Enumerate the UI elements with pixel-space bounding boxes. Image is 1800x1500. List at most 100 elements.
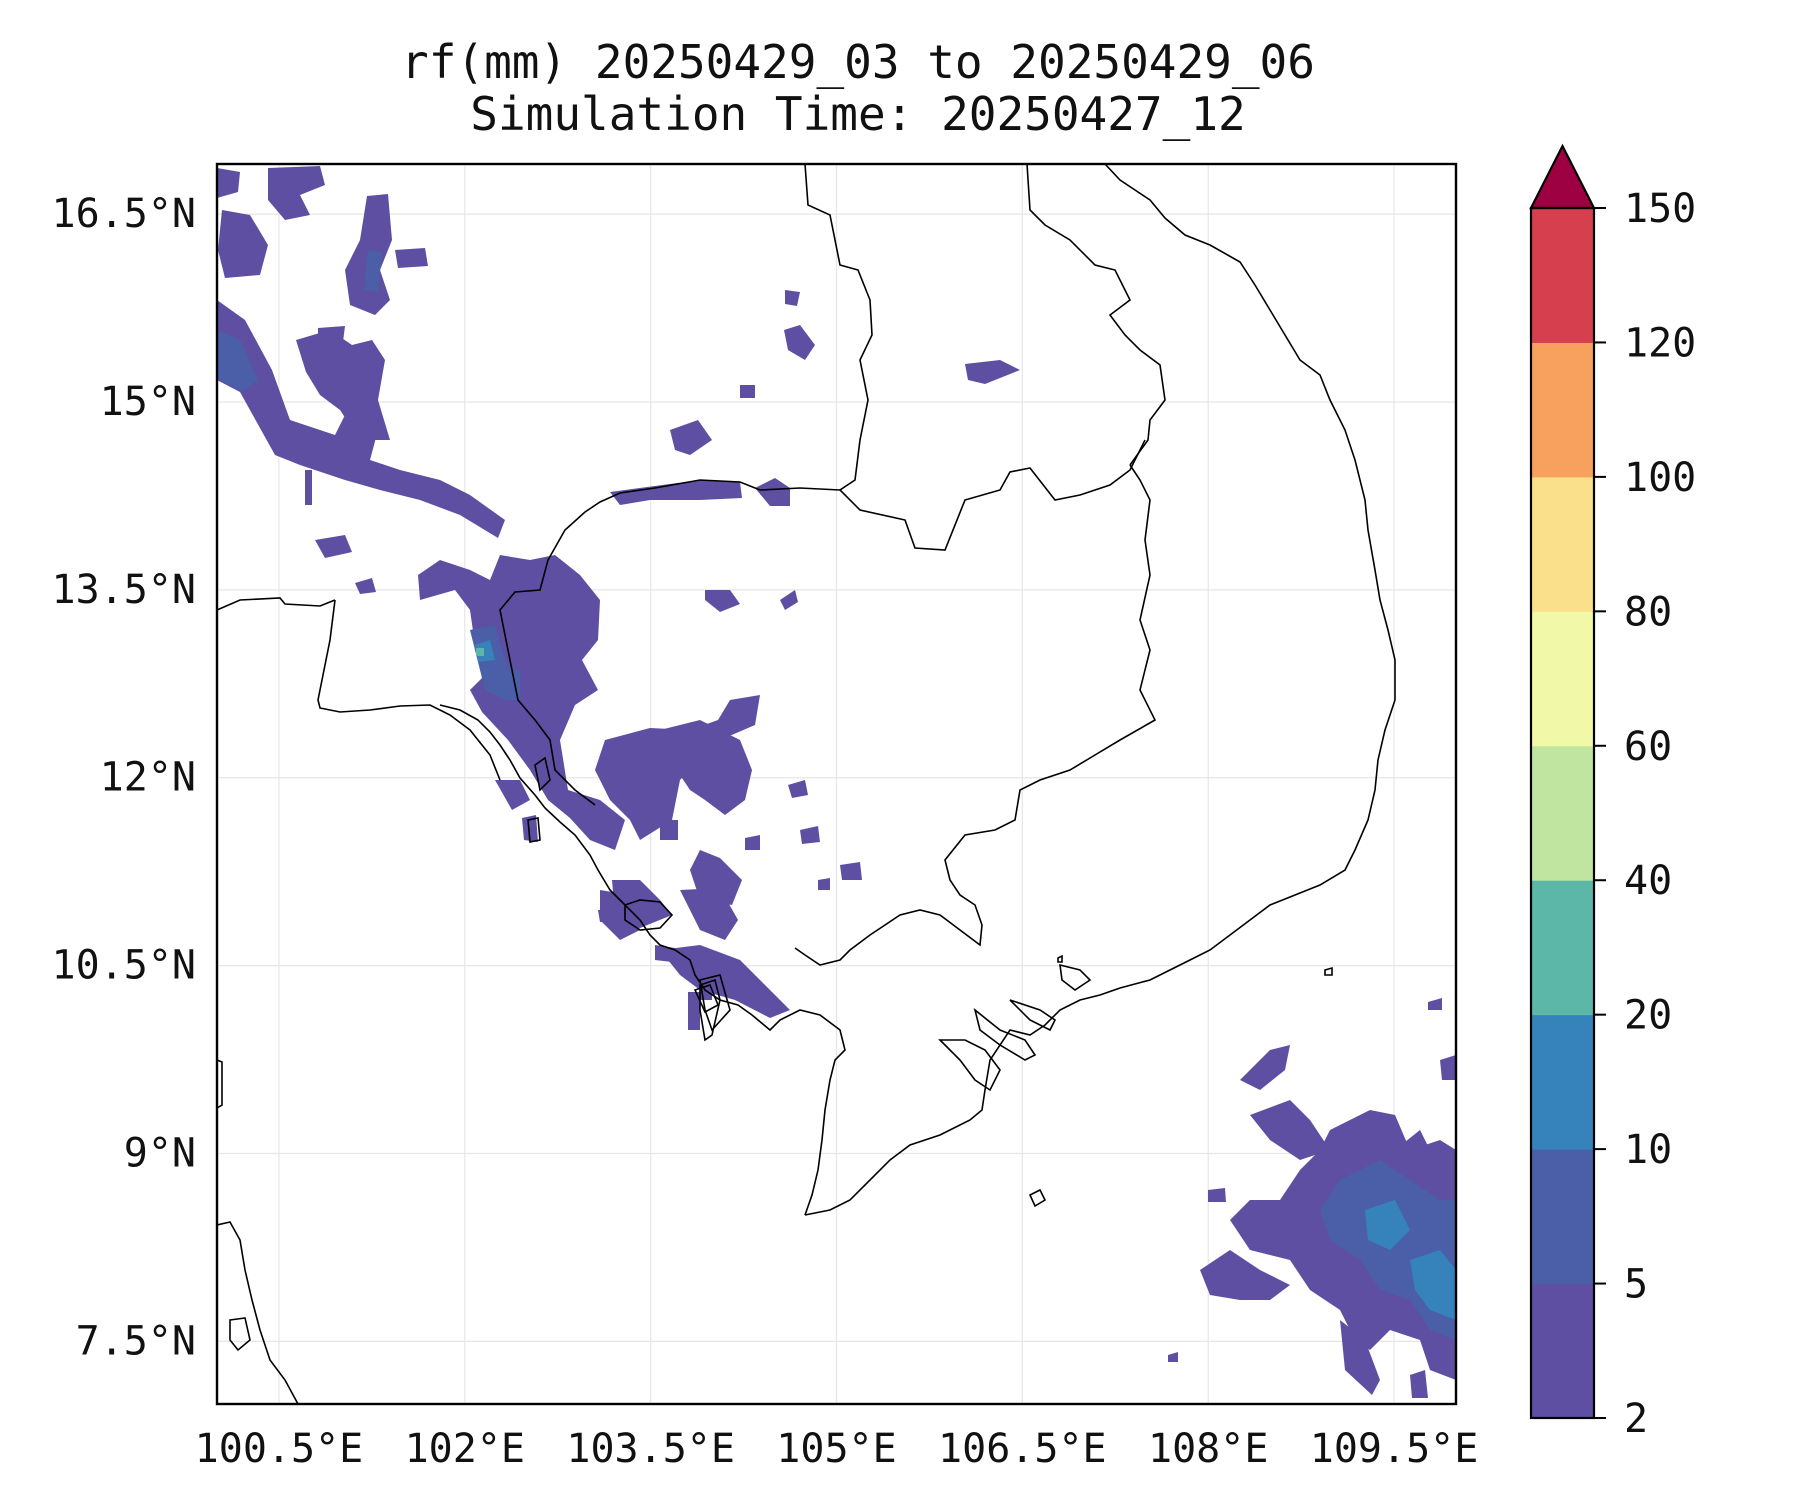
rain-cell [780,590,798,610]
gridlines [217,164,1456,1404]
coastline [973,1007,1037,1061]
coastline [229,1317,251,1352]
rain-cell [495,780,530,810]
rain-cell [1395,1130,1430,1170]
rain-cell [755,478,790,506]
colorbar-segment [1531,611,1594,747]
rain-cell [395,248,428,268]
rain-cell [1428,998,1442,1010]
colorbar-tick-label: 10 [1624,1127,1672,1173]
colorbar-segment [1531,208,1594,343]
rain-cell [705,590,740,612]
lon-tick-label: 100.5°E [195,1426,364,1472]
colorbar-tick-label: 150 [1624,186,1696,232]
coastline [624,899,674,931]
colorbar-tick-label: 120 [1624,320,1696,366]
rain-cell [785,290,800,306]
coastline [938,1039,1001,1092]
coastline [693,984,720,1014]
rain-cell [268,166,325,220]
rain-cell [840,862,862,880]
rain-cell [610,480,742,505]
border-line [317,599,501,781]
colorbar-segment [1531,1014,1594,1150]
rain-cell [218,210,268,278]
border-line [1026,164,1166,466]
rain-cell [1200,1250,1290,1300]
colorbar-extend-triangle [1529,143,1596,210]
coastline [751,1009,846,1216]
rain-cell [315,535,352,558]
rain-cell [1208,1188,1226,1202]
coastline [699,974,731,1032]
lon-tick-labels: 100.5°E 102°E 103.5°E 105°E 106.5°E 108°E 109.… [195,1426,1479,1472]
rain-cell [418,555,625,850]
coastline [1057,954,1063,963]
rain-cell [1250,1100,1330,1160]
coastline [699,978,721,1042]
chart-title: rf(mm) 20250429_03 to 20250429_06 [401,35,1315,89]
lon-tick-label: 102°E [405,1426,525,1472]
rain-cell [818,878,830,890]
coastline [217,1059,223,1109]
rain-cell [965,360,1020,384]
rain-cell [655,945,675,962]
colorbar: 2 5 10 20 40 60 80 100 120 150 [1529,143,1696,1442]
rain-cell [660,945,790,1018]
lat-tick-label: 10.5°N [52,943,197,989]
rain-cell [788,780,808,798]
map-panel: 100.5°E 102°E 103.5°E 105°E 106.5°E 108°E 109.… [52,162,1479,1472]
border-line [794,464,1157,966]
colorbar-segment [1531,745,1594,881]
colorbar-tick-label: 100 [1624,455,1696,501]
rain-cell [522,815,538,842]
lat-tick-label: 16.5°N [52,191,197,237]
colorbar-tick-label: 5 [1624,1262,1648,1308]
lat-tick-label: 9°N [124,1130,196,1176]
rain-cell [745,835,760,850]
lat-tick-label: 15°N [100,379,196,425]
rain-cell [217,330,258,392]
lat-tick-label: 13.5°N [52,567,197,613]
colorbar-tick-label: 60 [1624,724,1672,770]
colorbar-segment [1531,1283,1594,1419]
title-block: rf(mm) 20250429_03 to 20250429_06 Simula… [180,36,1536,140]
coastline [1028,1188,1047,1208]
rain-cell [217,168,240,198]
chart-subtitle: Simulation Time: 20250427_12 [470,87,1246,141]
rain-cell [1440,1055,1456,1080]
coastline [527,817,541,843]
lon-tick-label: 109.5°E [1310,1426,1479,1472]
rain-cell [1240,1045,1290,1090]
rain-cell [296,330,390,440]
rain-cell [355,578,376,594]
rain-cell [475,640,495,662]
colorbar-tick-label: 40 [1624,858,1672,904]
lon-tick-label: 108°E [1148,1426,1268,1472]
colorbar-segment [1531,342,1594,478]
coastline [1324,966,1333,976]
colorbar-tick-label: 20 [1624,993,1672,1039]
rain-cell [305,470,312,505]
rain-cell [1365,1200,1410,1250]
rain-cell [364,250,382,292]
lon-tick-label: 105°E [776,1426,896,1472]
border-line [804,164,1146,551]
rain-cell [1168,1352,1178,1362]
rain-cell [800,826,820,844]
rain-cell [688,992,700,1030]
border-line [499,479,841,806]
coastline [534,756,551,792]
border-line [217,597,336,611]
coastline [217,1221,299,1404]
rain-cell [598,910,616,922]
rainfall-field [217,166,1456,1398]
rain-cell [660,720,752,815]
lon-tick-label: 106.5°E [938,1426,1107,1472]
lat-tick-labels: 7.5°N 9°N 10.5°N 12°N 13.5°N 15°N 16.5°N [52,191,197,1364]
lon-tick-label: 103.5°E [566,1426,735,1472]
coastline [1104,164,1396,989]
rain-cell [318,326,345,350]
rain-cell [1410,1370,1428,1398]
